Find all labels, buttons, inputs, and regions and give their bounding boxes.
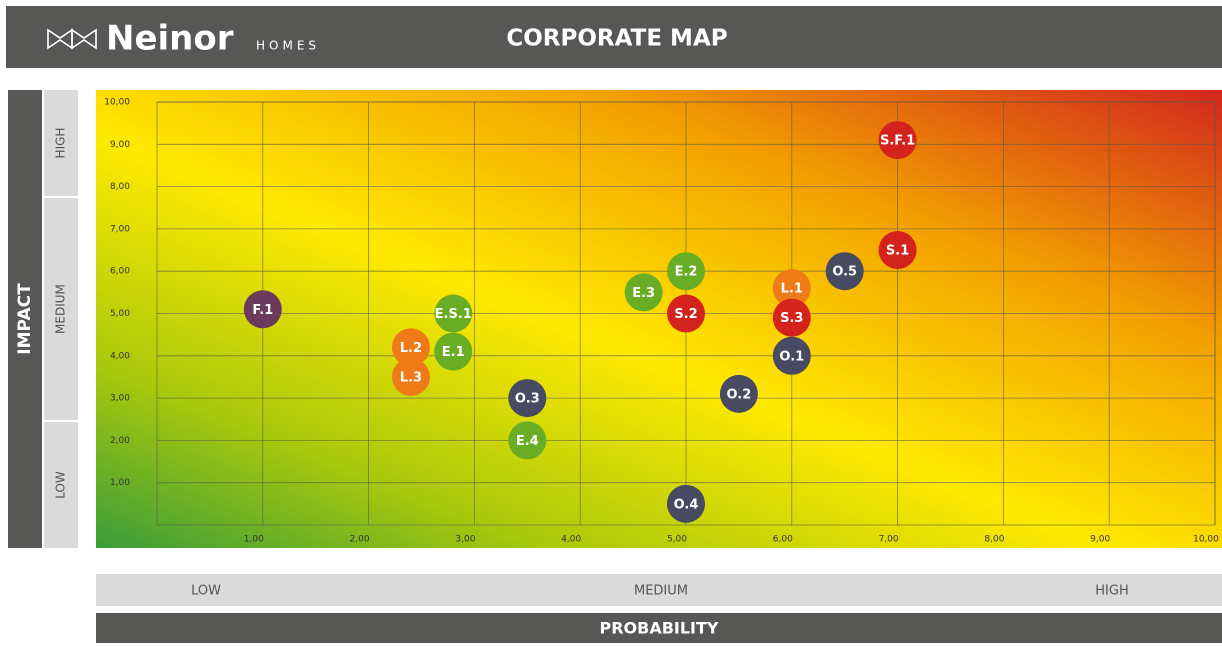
risk-bubble	[667, 252, 705, 291]
risk-bubble	[243, 290, 282, 329]
x-tick-label: 2,00	[350, 535, 370, 545]
y-band-label: MEDIUM	[54, 284, 68, 334]
x-label-bar	[96, 613, 1222, 643]
y-tick-label: 10,00	[104, 98, 130, 108]
risk-label: F.1	[252, 303, 273, 318]
risk-bubble	[391, 357, 430, 396]
y-band	[44, 90, 78, 196]
y-tick-label: 8,00	[110, 182, 130, 192]
y-axis-label: IMPACT	[15, 283, 35, 355]
x-tick-label: 4,00	[561, 535, 581, 545]
risk-label: E.4	[516, 434, 539, 449]
risk-bubble	[772, 298, 811, 337]
risk-bubble	[719, 374, 758, 413]
x-band-bar	[96, 574, 1222, 606]
y-tick-label: 7,00	[110, 224, 130, 234]
y-band	[44, 422, 78, 548]
risk-label: O.2	[727, 387, 752, 402]
logo-icon	[47, 28, 97, 50]
y-band	[44, 198, 78, 420]
risk-label: S.F.1	[880, 134, 915, 149]
risk-label: E.1	[442, 345, 465, 360]
y-tick-label: 3,00	[110, 394, 130, 404]
risk-bubble	[878, 121, 917, 160]
risk-bubble	[772, 336, 811, 375]
x-tick-label: 7,00	[879, 535, 899, 545]
y-band-label: LOW	[54, 471, 68, 499]
risk-label: E.S.1	[435, 307, 472, 322]
y-band-label: HIGH	[54, 128, 68, 159]
x-tick-label: 10,00	[1193, 535, 1219, 545]
brand: Neinor	[106, 19, 234, 59]
plot-background	[96, 90, 1222, 548]
risk-bubble	[878, 231, 917, 270]
risk-label: L.3	[400, 370, 422, 385]
risk-label: L.1	[781, 282, 803, 297]
risk-label: E.2	[675, 265, 698, 280]
y-tick-label: 9,00	[110, 140, 130, 150]
risk-label: L.2	[400, 341, 422, 356]
risk-bubble	[667, 294, 705, 333]
risk-label: O.1	[779, 349, 804, 364]
x-tick-label: 8,00	[984, 535, 1004, 545]
risk-bubble	[508, 379, 547, 418]
risk-label: O.4	[674, 497, 699, 512]
x-tick-label: 5,00	[667, 535, 687, 545]
x-axis-label: PROBABILITY	[599, 619, 718, 638]
y-tick-label: 5,00	[110, 309, 130, 319]
x-tick-label: 3,00	[455, 535, 475, 545]
risk-bubble	[434, 332, 473, 371]
y-tick-label: 1,00	[110, 478, 130, 488]
x-band-label: LOW	[191, 584, 221, 599]
y-tick-label: 2,00	[110, 436, 130, 446]
brand-sub: HOMES	[256, 39, 320, 53]
risk-bubble	[825, 252, 864, 291]
risk-label: O.3	[515, 392, 540, 407]
x-band-label: MEDIUM	[634, 584, 688, 599]
risk-bubble	[391, 328, 430, 367]
risk-label: E.3	[632, 286, 655, 301]
y-label-bar	[8, 90, 42, 548]
risk-bubble	[772, 269, 811, 308]
risk-label: S.2	[674, 307, 697, 322]
header-bar	[6, 6, 1222, 68]
x-tick-label: 1,00	[244, 535, 264, 545]
risk-label: O.5	[832, 265, 857, 280]
chart-title: CORPORATE MAP	[506, 26, 727, 52]
risk-label: S.3	[780, 311, 803, 326]
risk-bubble	[624, 273, 663, 312]
x-tick-label: 9,00	[1090, 535, 1110, 545]
y-tick-label: 6,00	[110, 267, 130, 277]
risk-bubble	[667, 484, 705, 523]
risk-label: S.1	[886, 244, 909, 259]
x-tick-label: 6,00	[773, 535, 793, 545]
y-tick-label: 4,00	[110, 351, 130, 361]
risk-bubble	[434, 294, 473, 333]
x-band-label: HIGH	[1095, 584, 1128, 599]
risk-bubble	[508, 421, 547, 460]
